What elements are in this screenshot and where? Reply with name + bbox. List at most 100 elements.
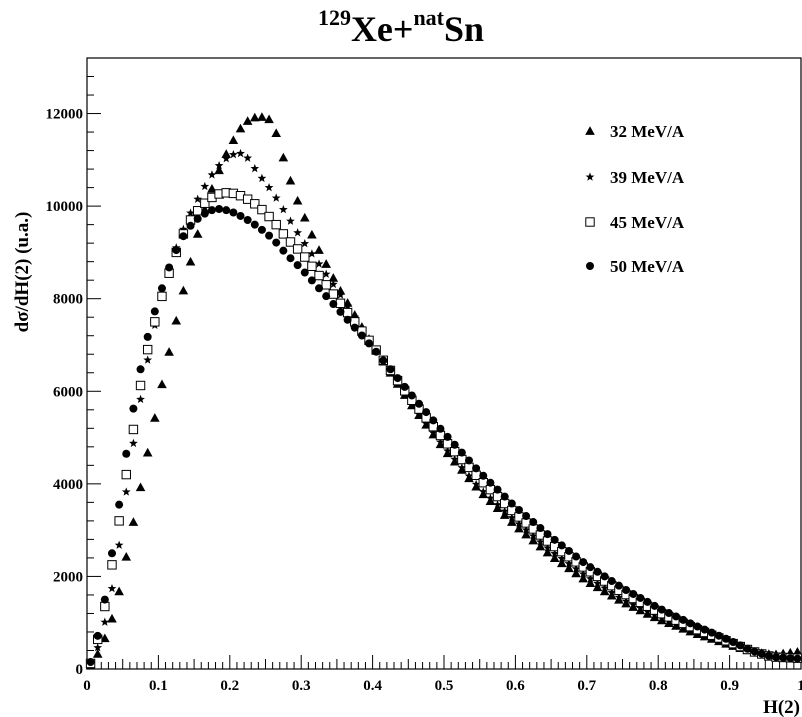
data-point	[192, 229, 203, 238]
data-point	[157, 291, 167, 302]
data-point	[672, 612, 681, 621]
data-point	[214, 161, 224, 170]
data-point	[186, 221, 195, 230]
data-point	[543, 543, 552, 552]
data-point	[536, 537, 545, 546]
data-point	[593, 578, 602, 588]
data-point	[193, 214, 202, 223]
data-point	[335, 286, 346, 295]
data-point	[215, 205, 224, 214]
data-point	[500, 506, 510, 515]
data-point	[243, 153, 253, 162]
data-point	[328, 273, 339, 282]
data-point	[457, 448, 466, 457]
data-point	[729, 637, 738, 646]
data-point	[86, 658, 95, 667]
data-point	[521, 525, 531, 534]
data-point	[128, 517, 139, 526]
data-point	[172, 246, 181, 255]
data-point	[115, 500, 124, 509]
data-point	[700, 625, 709, 634]
data-point	[793, 654, 802, 663]
data-point	[107, 560, 117, 570]
data-point	[635, 603, 645, 612]
data-point	[350, 312, 360, 321]
data-point	[593, 567, 602, 576]
data-point	[236, 211, 245, 220]
data-point	[186, 208, 195, 217]
data-point	[322, 292, 331, 301]
data-point	[107, 583, 117, 593]
x-tick-label: 0	[83, 678, 91, 694]
data-point	[142, 447, 153, 457]
data-point	[350, 323, 359, 332]
data-point	[142, 344, 153, 355]
data-point	[214, 165, 224, 175]
x-tick-label: 0.6	[506, 678, 525, 694]
data-point	[193, 194, 203, 203]
data-point	[542, 547, 553, 557]
data-point	[136, 394, 145, 404]
x-tick-label: 0.9	[720, 678, 739, 694]
data-point	[643, 606, 652, 616]
data-point	[271, 219, 281, 230]
data-point	[743, 644, 752, 653]
data-point	[307, 276, 316, 285]
x-tick-label: 1	[797, 678, 802, 694]
y-tick-label: 8000	[53, 292, 83, 308]
data-point	[436, 424, 445, 433]
x-tick-label: 0.3	[292, 678, 311, 694]
data-point	[129, 438, 138, 448]
data-point	[557, 541, 566, 550]
data-point	[679, 615, 688, 624]
data-point	[114, 516, 124, 526]
data-point	[492, 503, 503, 512]
data-point	[514, 523, 524, 533]
data-point	[150, 317, 160, 327]
data-point	[607, 588, 617, 597]
data-point	[264, 183, 274, 192]
data-point	[107, 549, 116, 558]
x-tick-label: 0.1	[149, 678, 168, 694]
data-point	[572, 552, 581, 561]
data-point	[536, 524, 545, 533]
data-point	[599, 586, 610, 596]
data-point	[564, 563, 574, 573]
legend-label: 39 MeV/A	[610, 168, 685, 187]
data-point	[407, 391, 416, 400]
data-point	[278, 152, 289, 162]
data-point	[386, 365, 395, 374]
data-point	[550, 548, 560, 558]
data-point	[722, 634, 731, 643]
data-point	[514, 519, 524, 528]
data-point	[207, 183, 217, 193]
data-point	[114, 540, 124, 549]
data-point	[321, 269, 331, 278]
x-tick-label: 0.2	[220, 678, 239, 694]
data-point	[693, 622, 702, 631]
data-point	[472, 464, 481, 473]
data-point	[629, 589, 638, 598]
data-point	[179, 232, 188, 241]
data-point	[257, 204, 267, 215]
data-point	[315, 284, 324, 293]
data-point	[92, 649, 103, 658]
data-point	[164, 347, 174, 356]
data-point	[328, 279, 338, 289]
data-point	[264, 114, 274, 124]
data-point	[329, 300, 338, 309]
y-tick-label: 10000	[46, 199, 84, 215]
data-point	[543, 530, 552, 539]
data-point	[479, 471, 488, 480]
data-point	[628, 600, 638, 609]
data-point	[129, 404, 138, 413]
data-point	[299, 212, 310, 222]
data-point	[321, 259, 331, 268]
data-point	[493, 485, 502, 494]
data-point	[614, 581, 623, 590]
data-point	[757, 649, 766, 658]
data-point	[321, 280, 331, 290]
data-point	[400, 382, 409, 391]
data-point	[250, 220, 259, 229]
